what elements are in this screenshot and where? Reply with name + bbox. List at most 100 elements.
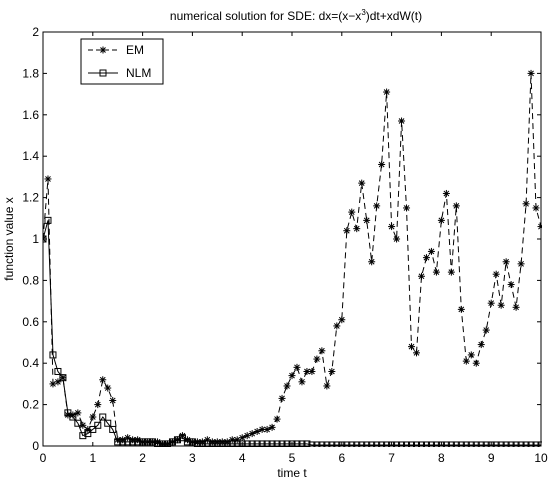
legend-em-marker: [99, 46, 107, 54]
data-point-nlm: [243, 440, 251, 447]
data-point-nlm: [522, 441, 530, 447]
data-point-nlm: [517, 441, 525, 447]
data-point-nlm: [348, 441, 356, 447]
data-point-em: [477, 341, 485, 349]
data-point-nlm: [403, 441, 411, 447]
data-point-nlm: [467, 441, 475, 447]
data-point-em: [502, 258, 510, 266]
data-point-nlm: [293, 440, 301, 447]
data-point-nlm: [492, 441, 500, 447]
data-point-nlm: [368, 441, 376, 447]
data-point-nlm: [253, 440, 261, 447]
data-point-nlm: [393, 441, 401, 447]
data-point-em: [109, 396, 117, 404]
data-point-em: [408, 343, 416, 351]
data-point-nlm: [333, 441, 341, 447]
data-point-em: [507, 281, 515, 289]
data-point-em: [94, 401, 102, 409]
x-tick-label: 6: [338, 451, 345, 465]
data-point-nlm: [462, 441, 470, 447]
x-tick-label: 2: [139, 451, 146, 465]
data-point-em: [512, 303, 520, 311]
data-point-nlm: [422, 441, 430, 447]
legend: EM NLM: [80, 38, 164, 85]
y-tick-label: 0.2: [22, 398, 39, 412]
data-point-nlm: [413, 441, 420, 447]
data-point-nlm: [273, 440, 281, 447]
data-point-em: [278, 394, 286, 402]
data-point-em: [54, 378, 62, 386]
data-point-nlm: [258, 440, 266, 447]
data-point-em: [84, 425, 92, 433]
data-point-em: [422, 254, 430, 262]
x-tick-label: 1: [89, 451, 96, 465]
data-point-em: [74, 409, 82, 417]
data-point-em: [527, 69, 535, 77]
data-point-nlm: [79, 432, 87, 440]
data-point-nlm: [437, 441, 445, 447]
data-point-em: [178, 432, 186, 440]
data-point-em: [323, 382, 331, 390]
chart-title-suffix: )dt+xdW(t): [366, 9, 422, 23]
x-axis-label: time t: [277, 466, 307, 480]
data-point-nlm: [442, 441, 450, 447]
data-point-nlm: [109, 425, 117, 433]
data-point-em: [378, 160, 386, 168]
data-point-nlm: [388, 441, 396, 447]
data-point-nlm: [278, 440, 286, 447]
data-point-em: [44, 175, 52, 183]
data-point-nlm: [373, 441, 381, 447]
data-point-nlm: [512, 441, 520, 447]
data-point-em: [472, 359, 480, 367]
data-point-nlm: [328, 441, 336, 447]
legend-em-label: EM: [126, 43, 144, 57]
data-point-nlm: [358, 441, 366, 447]
data-point-em: [79, 421, 87, 429]
data-point-em: [487, 299, 495, 307]
y-axis-label: function value x: [2, 197, 16, 280]
x-axis-ticks: 0 1 2 3 4 5 6 7 8 9 10: [40, 32, 548, 465]
x-tick-label: 3: [189, 451, 196, 465]
x-tick-label: 7: [388, 451, 395, 465]
data-point-em: [467, 351, 475, 359]
data-point-em: [293, 363, 301, 371]
data-point-nlm: [94, 421, 102, 429]
x-tick-label: 10: [534, 451, 548, 465]
y-tick-label: 2: [32, 25, 39, 39]
data-point-em: [383, 88, 391, 96]
data-point-nlm: [99, 413, 107, 421]
data-point-em: [363, 216, 371, 224]
y-tick-label: 1.4: [22, 149, 39, 163]
data-point-nlm: [482, 441, 490, 447]
data-point-em: [532, 204, 540, 212]
data-point-nlm: [268, 440, 276, 447]
data-point-em: [447, 268, 455, 276]
y-tick-label: 1: [32, 232, 39, 246]
legend-nlm-marker: [99, 69, 107, 77]
data-point-nlm: [263, 440, 271, 447]
x-tick-label: 8: [438, 451, 445, 465]
data-point-em: [89, 413, 97, 421]
data-point-nlm: [477, 441, 485, 447]
data-point-em: [328, 367, 336, 375]
data-point-nlm: [353, 441, 361, 447]
data-point-em: [373, 202, 381, 210]
y-tick-label: 0.4: [22, 356, 39, 370]
x-tick-label: 0: [40, 451, 47, 465]
data-point-nlm: [502, 441, 510, 447]
data-point-em: [442, 189, 450, 197]
data-point-em: [358, 179, 366, 187]
data-point-em: [343, 227, 351, 235]
series-em-line: [43, 73, 542, 445]
data-point-em: [427, 247, 435, 255]
data-point-em: [403, 204, 411, 212]
data-point-nlm: [303, 440, 311, 447]
data-point-nlm: [338, 441, 346, 447]
data-point-em: [522, 200, 530, 208]
data-point-nlm: [49, 351, 57, 359]
data-point-nlm: [398, 441, 406, 447]
data-point-nlm: [417, 441, 425, 447]
series-em-markers: [43, 69, 542, 447]
data-point-nlm: [248, 440, 256, 447]
